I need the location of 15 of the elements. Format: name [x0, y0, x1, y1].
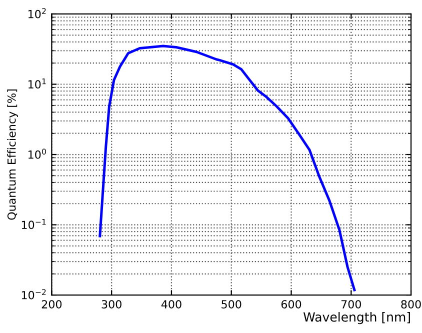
x-tick-label: 400 [161, 300, 182, 308]
y-tick-label: 10$^{1}$ [28, 78, 46, 89]
x-tick-label: 500 [222, 300, 242, 308]
y-tick-label: 10$^{0}$ [28, 148, 46, 159]
y-tick-label: 10$^{−2}$ [22, 289, 46, 300]
x-axis-title: Wavelength [nm] [303, 312, 410, 324]
x-tick-label: 300 [102, 300, 122, 308]
x-tick-label: 200 [42, 300, 62, 308]
y-axis-title: Quantum Efficiency [%] [7, 90, 18, 220]
line-series [98, 44, 356, 292]
y-tick-label: 10$^{2}$ [28, 8, 46, 18]
x-tick-label: 600 [281, 300, 302, 308]
y-tick-label: 10$^{−1}$ [22, 218, 46, 230]
x-tick-label: 700 [341, 300, 362, 308]
x-tick-label: 800 [401, 300, 421, 308]
